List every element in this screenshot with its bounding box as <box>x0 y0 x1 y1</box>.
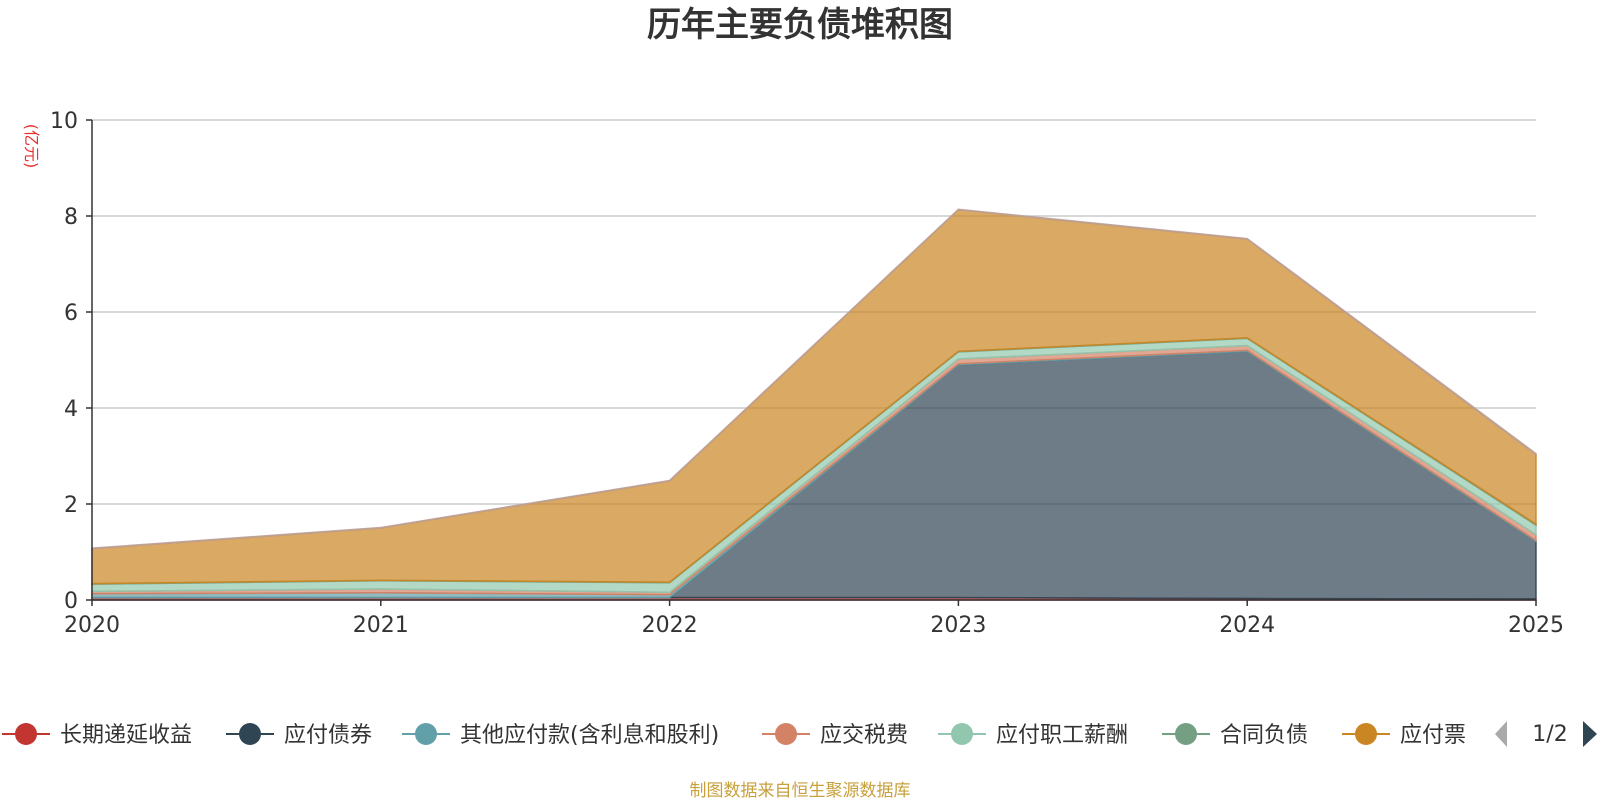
legend-marker-6 <box>1355 723 1377 745</box>
x-tick-label: 2023 <box>930 613 986 638</box>
y-tick-label: 6 <box>64 301 78 326</box>
y-tick-label: 2 <box>64 493 78 518</box>
legend-item-6: 应付票 <box>1400 723 1466 748</box>
legend-pager: 1/2 <box>1495 721 1597 747</box>
legend-marker-3 <box>775 723 797 745</box>
source-note: 制图数据来自恒生聚源数据库 <box>690 781 911 800</box>
y-tick-label: 4 <box>64 397 78 422</box>
x-tick-label: 2025 <box>1508 613 1564 638</box>
y-tick-label: 8 <box>64 205 78 230</box>
legend: 长期递延收益 应付债券 其他应付款(含利息和股利) 应交税费 应付职工薪酬 合同负债 应付票 <box>2 723 1466 748</box>
legend-item-0: 长期递延收益 <box>60 723 192 748</box>
legend-prev-icon[interactable] <box>1495 721 1507 747</box>
x-tick-label: 2020 <box>64 613 120 638</box>
legend-marker-4 <box>951 723 973 745</box>
legend-item-5: 合同负债 <box>1220 723 1308 748</box>
x-tick-label: 2024 <box>1219 613 1275 638</box>
y-axis-unit: (亿元) <box>22 124 41 169</box>
legend-marker-1 <box>239 723 261 745</box>
y-tick-label: 0 <box>64 589 78 614</box>
legend-item-4: 应付职工薪酬 <box>996 723 1128 748</box>
axes: 0 2 4 6 8 10 2020 2021 2022 2023 2024 2025 <box>50 109 1564 638</box>
y-tick-label: 10 <box>50 109 78 134</box>
series-areas <box>91 208 1537 601</box>
legend-item-3: 应交税费 <box>820 723 908 748</box>
legend-marker-2 <box>415 723 437 745</box>
legend-page-indicator: 1/2 <box>1532 722 1567 747</box>
area-series-7 <box>91 208 1537 550</box>
legend-marker-0 <box>15 723 37 745</box>
chart-title: 历年主要负债堆积图 <box>647 5 953 45</box>
legend-marker-5 <box>1175 723 1197 745</box>
legend-item-2: 其他应付款(含利息和股利) <box>460 723 719 748</box>
x-tick-label: 2021 <box>353 613 409 638</box>
legend-item-1: 应付债券 <box>284 723 372 748</box>
x-tick-label: 2022 <box>642 613 698 638</box>
legend-next-icon[interactable] <box>1583 721 1597 747</box>
